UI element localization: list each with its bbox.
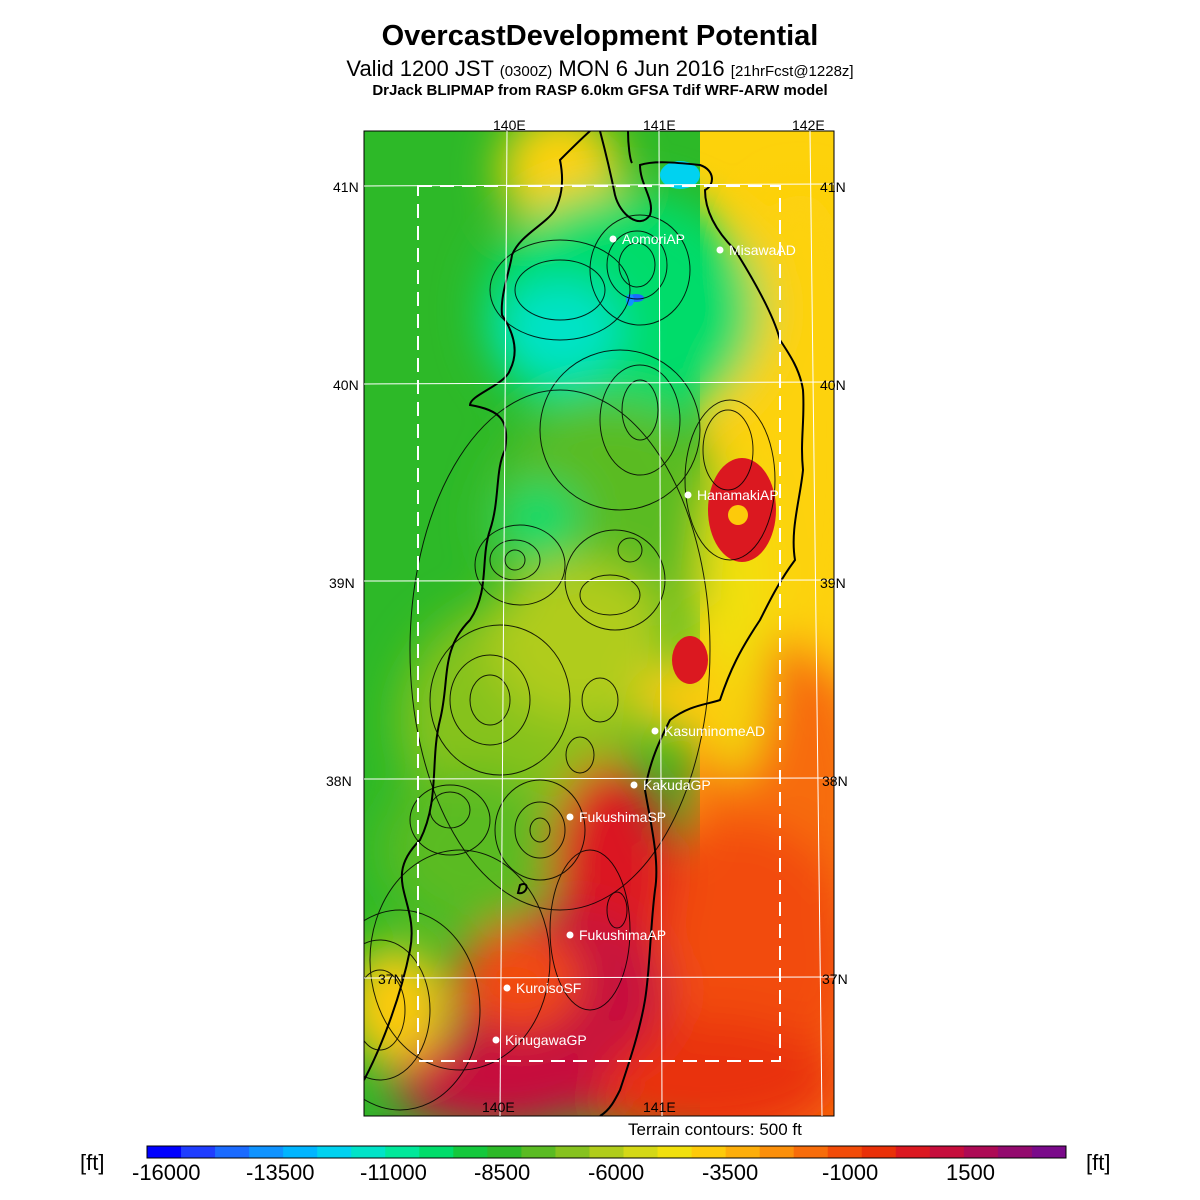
stations: AomoriAP MisawaAD HanamakiAP KasuminomeA… (492, 231, 796, 1048)
station-marker (566, 931, 574, 939)
colorbar-label: 1500 (946, 1160, 995, 1185)
colorbar-swatch (317, 1146, 352, 1158)
lat-label-right-38: 38N (822, 773, 848, 789)
terrain-contour-note: Terrain contours: 500 ft (628, 1120, 802, 1139)
colorbar-swatch (861, 1146, 897, 1158)
station-label: KasuminomeAD (664, 723, 765, 739)
station-kuroisosf[interactable]: KuroisoSF (503, 980, 582, 996)
lon-label-top-140: 140E (493, 117, 526, 133)
axis-labels: 140E 141E 142E 140E 141E 41N 40N 39N 38N… (326, 117, 848, 1115)
colorbar-swatch (147, 1146, 182, 1158)
inner-domain-box (417, 185, 781, 1062)
colorbar-swatch (1031, 1146, 1067, 1158)
colorbar-swatch (453, 1146, 488, 1158)
station-marker (492, 1036, 500, 1044)
colorbar-swatch (385, 1146, 420, 1158)
lat-label-left-40: 40N (333, 377, 359, 393)
colorbar-swatch (827, 1146, 863, 1158)
map-title: OvercastDevelopment Potential (381, 20, 819, 52)
colorbar-swatch (283, 1146, 318, 1158)
station-marker (630, 781, 638, 789)
valid-time-line: Valid 1200 JST (0300Z) MON 6 Jun 2016 [2… (0, 56, 1200, 82)
colorbar-swatch (521, 1146, 556, 1158)
colorbar-swatch (929, 1146, 965, 1158)
terrain-contours (364, 214, 776, 1111)
station-label: KakudaGP (643, 777, 711, 793)
lon-label-bottom-140: 140E (482, 1099, 515, 1115)
lat-label-left-39: 39N (329, 575, 355, 591)
station-kinugawagp[interactable]: KinugawaGP (492, 1032, 587, 1048)
lon-label-top-142: 142E (792, 117, 825, 133)
station-kasuminomead[interactable]: KasuminomeAD (651, 723, 766, 739)
colorbar-label: -16000 (132, 1160, 201, 1185)
station-label: KuroisoSF (516, 980, 581, 996)
map-frame (363, 130, 835, 1117)
colorbar-swatch (589, 1146, 625, 1158)
station-label: KinugawaGP (505, 1032, 587, 1048)
station-label: FukushimaSP (579, 809, 666, 825)
colorbar (146, 1145, 1067, 1159)
station-label: MisawaAD (729, 242, 796, 258)
colorbar-swatch (419, 1146, 454, 1158)
lat-label-left-41: 41N (333, 179, 359, 195)
station-fukushimasp[interactable]: FukushimaSP (566, 809, 667, 825)
valid-time: Valid 1200 JST (346, 56, 494, 81)
station-hanamakiap[interactable]: HanamakiAP (684, 487, 779, 503)
colorbar-label: -8500 (474, 1160, 531, 1185)
colorbar-label: -11000 (360, 1160, 427, 1185)
lon-label-bottom-141: 141E (643, 1099, 676, 1115)
colorbar-label: -6000 (588, 1160, 645, 1185)
valid-zulu: (0300Z) (499, 63, 553, 80)
forecast-info: [21hrFcst@1228z] (730, 63, 854, 80)
station-misawaad[interactable]: MisawaAD (716, 242, 796, 258)
colorbar-border (146, 1145, 1067, 1159)
colorbar-label: -3500 (702, 1160, 759, 1185)
station-marker (716, 246, 724, 254)
station-marker (503, 984, 511, 992)
station-fukushimaap[interactable]: FukushimaAP (566, 927, 667, 943)
station-marker (684, 491, 692, 499)
lat-label-right-40: 40N (820, 377, 846, 393)
colorbar-swatch (997, 1146, 1033, 1158)
colorbar-swatch (351, 1146, 386, 1158)
model-info: DrJack BLIPMAP from RASP 6.0km GFSA Tdif… (372, 82, 828, 99)
colorbar-unit-left: [ft] (80, 1150, 105, 1175)
station-aomoriap[interactable]: AomoriAP (609, 231, 686, 247)
lat-label-left-38: 38N (326, 773, 352, 789)
station-marker (651, 727, 659, 735)
station-label: FukushimaAP (579, 927, 666, 943)
colorbar-swatch (691, 1146, 727, 1158)
colorbar-swatch (657, 1146, 693, 1158)
colorbar-swatch (725, 1146, 761, 1158)
station-label: HanamakiAP (697, 487, 779, 503)
colorbar-label: -13500 (246, 1160, 315, 1185)
colorbar-swatch (215, 1146, 250, 1158)
colorbar-swatch (555, 1146, 590, 1158)
lat-label-left-37: 37N (378, 971, 404, 987)
colorbar-swatch (249, 1146, 284, 1158)
colorbar-label: -1000 (822, 1160, 879, 1185)
lat-label-right-39: 39N (820, 575, 846, 591)
colorbar-swatch (895, 1146, 931, 1158)
station-marker (566, 813, 574, 821)
colorbar-unit-right: [ft] (1086, 1150, 1111, 1175)
lon-label-top-141: 141E (643, 117, 676, 133)
station-kakudagp[interactable]: KakudaGP (630, 777, 711, 793)
colorbar-swatch (963, 1146, 999, 1158)
colorbar-swatch (487, 1146, 522, 1158)
lat-label-right-41: 41N (820, 179, 846, 195)
colorbar-swatch (759, 1146, 795, 1158)
colorbar-swatch (623, 1146, 659, 1158)
lat-label-right-37: 37N (822, 971, 848, 987)
station-label: AomoriAP (622, 231, 685, 247)
colorbar-swatch (793, 1146, 829, 1158)
station-marker (609, 235, 617, 243)
valid-date: MON 6 Jun 2016 (558, 56, 725, 81)
coastline (364, 131, 805, 1116)
colorbar-swatch (181, 1146, 216, 1158)
